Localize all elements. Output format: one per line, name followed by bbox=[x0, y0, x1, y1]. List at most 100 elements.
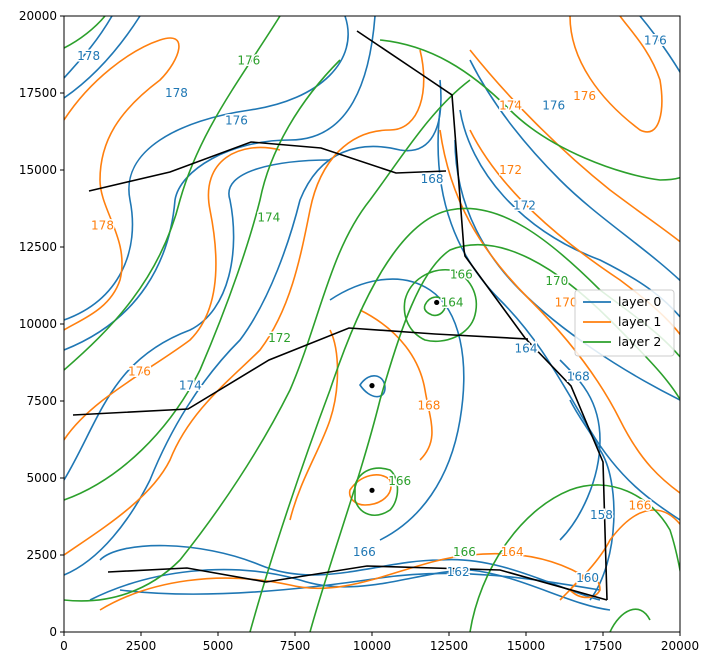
contour-label: 166 bbox=[353, 545, 376, 559]
contour-label: 170 bbox=[545, 274, 568, 288]
contour-line bbox=[64, 146, 281, 441]
contour-line bbox=[64, 79, 442, 576]
contour-label: 178 bbox=[77, 49, 100, 63]
contour-line bbox=[64, 159, 331, 481]
contour-label: 172 bbox=[268, 331, 291, 345]
contour-label: 178 bbox=[91, 218, 114, 232]
contour-label: 166 bbox=[629, 499, 652, 513]
data-point bbox=[434, 299, 440, 306]
x-tick-label: 20000 bbox=[661, 639, 699, 653]
contour-line bbox=[289, 329, 339, 521]
x-tick-label: 15000 bbox=[507, 639, 545, 653]
path-line bbox=[88, 141, 447, 192]
contour-label: 172 bbox=[513, 198, 536, 212]
contour-line bbox=[64, 49, 425, 556]
legend-label-layer-2: layer 2 bbox=[618, 334, 661, 349]
contour-label: 176 bbox=[644, 34, 667, 48]
path-line bbox=[356, 30, 608, 601]
contour-line bbox=[64, 16, 349, 321]
x-axis: 0 2500 5000 7500 10000 12500 15000 17500 20000 bbox=[60, 632, 699, 653]
contour-label: 158 bbox=[590, 508, 613, 522]
y-tick-label: 17500 bbox=[19, 86, 57, 100]
contour-line bbox=[469, 59, 680, 282]
x-tick-label: 10000 bbox=[353, 639, 391, 653]
contour-line bbox=[329, 278, 465, 541]
contour-line bbox=[348, 474, 392, 506]
contour-line bbox=[639, 16, 680, 74]
contour-label: 178 bbox=[165, 86, 188, 100]
contour-label: 160 bbox=[576, 571, 599, 585]
y-tick-label: 15000 bbox=[19, 163, 57, 177]
contour-line bbox=[359, 309, 433, 461]
contour-line bbox=[99, 544, 601, 601]
contour-label: 172 bbox=[499, 163, 522, 177]
contour-label: 176 bbox=[573, 89, 596, 103]
path-line bbox=[72, 327, 529, 416]
y-tick-label: 0 bbox=[49, 625, 57, 639]
contour-label: 176 bbox=[225, 114, 248, 128]
x-tick-label: 12500 bbox=[430, 639, 468, 653]
legend-label-layer-0: layer 0 bbox=[618, 294, 661, 309]
y-tick-label: 12500 bbox=[19, 240, 57, 254]
contour-line bbox=[354, 467, 399, 516]
contour-label: 176 bbox=[542, 98, 565, 112]
contour-line bbox=[559, 359, 601, 541]
contour-line bbox=[64, 16, 141, 99]
contour-label: 166 bbox=[388, 474, 411, 488]
x-tick-label: 0 bbox=[60, 639, 68, 653]
contour-line bbox=[64, 16, 113, 79]
x-tick-label: 5000 bbox=[203, 639, 234, 653]
contour-labels: 178 178 176 176 176 168 172 174 164 168 166 162 158 1… bbox=[76, 32, 669, 586]
contour-line bbox=[64, 16, 106, 49]
data-point bbox=[369, 383, 375, 389]
contour-label: 162 bbox=[447, 565, 470, 579]
y-tick-label: 2500 bbox=[26, 548, 57, 562]
contour-label: 176 bbox=[237, 54, 260, 68]
contour-line bbox=[64, 79, 471, 602]
contour-line bbox=[64, 37, 180, 331]
contour-line bbox=[379, 39, 680, 181]
y-axis: 0 2500 5000 7500 10000 12500 15000 17500 20000 bbox=[19, 9, 64, 639]
contour-label: 164 bbox=[501, 545, 524, 559]
contour-line bbox=[469, 49, 680, 243]
contour-line bbox=[99, 552, 591, 611]
x-tick-label: 17500 bbox=[584, 639, 622, 653]
layer-1-contours bbox=[64, 16, 680, 611]
contour-line bbox=[89, 568, 611, 611]
contour-label: 168 bbox=[567, 369, 590, 383]
contour-line bbox=[64, 16, 376, 351]
contour-label: 164 bbox=[441, 295, 464, 309]
contour-label: 170 bbox=[555, 295, 578, 309]
contour-line bbox=[568, 576, 601, 599]
legend-label-layer-1: layer 1 bbox=[618, 314, 661, 329]
path-lines bbox=[72, 30, 608, 601]
contour-line bbox=[609, 608, 651, 632]
contour-label: 174 bbox=[499, 98, 522, 112]
y-tick-label: 5000 bbox=[26, 471, 57, 485]
contour-label: 164 bbox=[515, 342, 538, 356]
contour-label: 168 bbox=[418, 399, 441, 413]
data-points bbox=[369, 299, 440, 493]
contour-line bbox=[569, 16, 663, 133]
contour-line bbox=[64, 16, 281, 371]
data-point bbox=[369, 487, 375, 493]
y-tick-label: 7500 bbox=[26, 394, 57, 408]
contour-label: 174 bbox=[179, 379, 202, 393]
y-tick-label: 10000 bbox=[19, 317, 57, 331]
contour-line bbox=[469, 129, 680, 336]
contour-line bbox=[423, 296, 447, 317]
contour-line bbox=[439, 129, 680, 494]
y-tick-label: 20000 bbox=[19, 9, 57, 23]
contour-label: 174 bbox=[257, 211, 280, 225]
contour-line bbox=[469, 484, 680, 632]
contour-label: 166 bbox=[453, 545, 476, 559]
contour-label: 166 bbox=[450, 268, 473, 282]
contour-line bbox=[64, 59, 341, 501]
path-line bbox=[107, 565, 608, 601]
contour-label: 176 bbox=[128, 365, 151, 379]
contour-line bbox=[359, 375, 386, 398]
x-tick-label: 7500 bbox=[280, 639, 311, 653]
legend-box bbox=[574, 289, 675, 357]
contour-line bbox=[437, 109, 680, 521]
